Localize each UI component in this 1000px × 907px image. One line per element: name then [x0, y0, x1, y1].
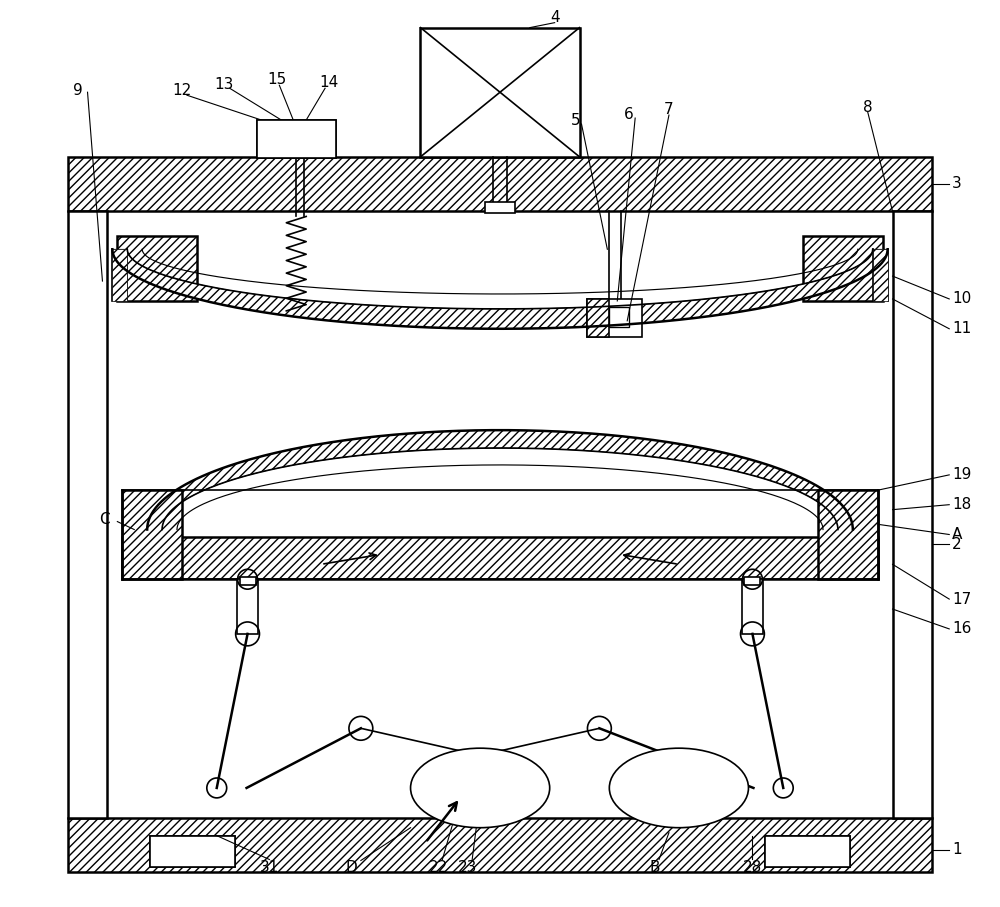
Text: 12: 12 [172, 83, 192, 98]
Text: 11: 11 [952, 321, 971, 336]
Bar [818, 490, 878, 580]
Text: A: A [952, 527, 963, 542]
Bar [765, 835, 850, 867]
Text: 15: 15 [268, 72, 287, 87]
Text: 3: 3 [952, 176, 962, 191]
Text: 19: 19 [952, 467, 972, 483]
Text: 2: 2 [952, 537, 962, 552]
Text: 7: 7 [664, 102, 674, 117]
Polygon shape [873, 249, 888, 301]
Bar [122, 490, 182, 580]
Bar [299, 125, 324, 153]
Bar [257, 120, 336, 158]
Bar [587, 299, 609, 336]
Polygon shape [147, 430, 853, 530]
Text: B: B [650, 860, 660, 875]
Bar [68, 818, 932, 873]
Bar [742, 580, 763, 634]
Bar [587, 299, 642, 336]
Bar [485, 201, 515, 213]
Text: 13: 13 [214, 77, 233, 92]
Polygon shape [147, 530, 162, 538]
Bar [150, 835, 235, 867]
Bar [117, 237, 197, 301]
Text: 22: 22 [429, 860, 448, 875]
Text: 14: 14 [319, 74, 339, 90]
Text: 10: 10 [952, 291, 971, 307]
Polygon shape [112, 249, 127, 301]
Bar [240, 577, 256, 585]
Bar [609, 307, 629, 327]
Bar [659, 773, 699, 803]
Text: D: D [345, 860, 357, 875]
Bar [420, 27, 580, 157]
Text: 9: 9 [73, 83, 82, 98]
Bar [257, 120, 336, 158]
Text: 16: 16 [952, 621, 972, 637]
Bar [122, 538, 878, 580]
Text: 28: 28 [743, 860, 762, 875]
Polygon shape [838, 530, 853, 538]
Bar [765, 835, 850, 867]
Bar [460, 773, 500, 803]
Bar [442, 766, 518, 810]
Bar [266, 125, 296, 153]
Ellipse shape [609, 748, 748, 828]
Bar [68, 211, 107, 818]
Text: 31: 31 [260, 860, 279, 875]
Bar [803, 237, 883, 301]
Text: 6: 6 [624, 107, 634, 122]
Bar [237, 580, 258, 634]
Polygon shape [112, 249, 888, 328]
Text: C: C [99, 512, 110, 527]
Bar [744, 577, 760, 585]
Text: 23: 23 [458, 860, 477, 875]
Text: 4: 4 [550, 10, 559, 25]
Text: 18: 18 [952, 497, 971, 512]
Bar [68, 157, 932, 211]
Text: 17: 17 [952, 591, 971, 607]
Ellipse shape [411, 748, 550, 828]
Text: 8: 8 [863, 100, 873, 114]
Text: 5: 5 [571, 112, 580, 128]
Text: 1: 1 [952, 842, 962, 857]
Bar [150, 835, 235, 867]
Bar [641, 766, 717, 810]
Bar [893, 211, 932, 818]
